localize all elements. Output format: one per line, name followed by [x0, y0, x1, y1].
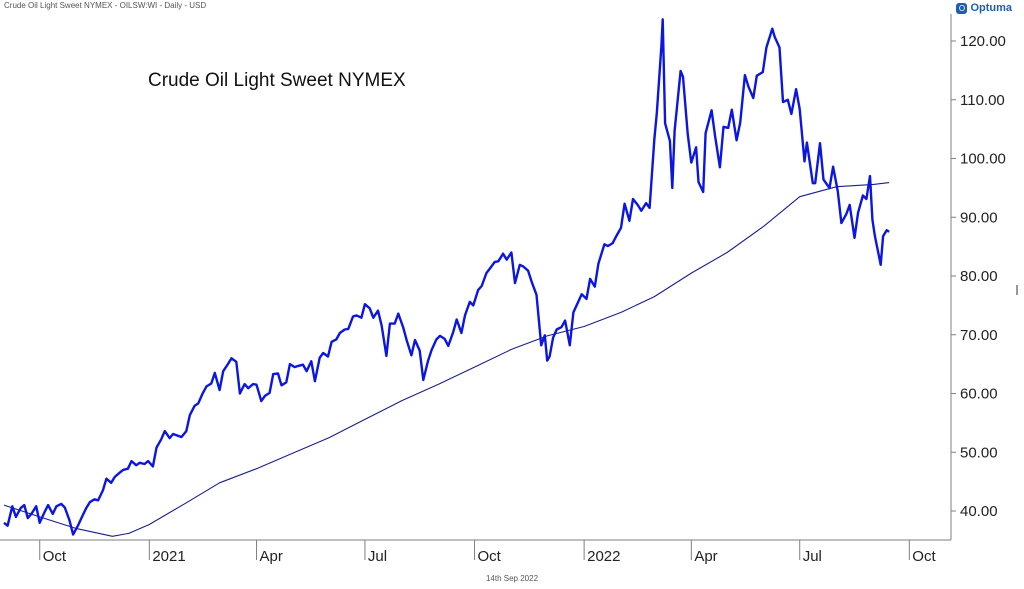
chart-title: Crude Oil Light Sweet NYMEX [148, 70, 406, 91]
price-line [3, 18, 890, 536]
footer-date: 14th Sep 2022 [485, 574, 539, 583]
moving-average-line [3, 182, 890, 537]
y-tick-label: 70.00 [960, 327, 998, 344]
x-tick-label: Jul [368, 548, 387, 565]
y-tick-label: 40.00 [960, 503, 998, 520]
y-tick-label: 60.00 [960, 386, 998, 403]
y-tick-label: 80.00 [960, 268, 998, 285]
y-tick-label: 100.00 [960, 151, 1006, 168]
y-tick-label: 110.00 [960, 92, 1005, 109]
optuma-logo-icon: O [956, 2, 968, 14]
y-tick-label: 120.00 [960, 33, 1006, 50]
x-tick-label: Oct [43, 548, 67, 565]
x-tick-label: Jul [803, 548, 822, 565]
x-tick-label: 2021 [152, 548, 185, 565]
brand-name: Optuma [970, 2, 1012, 14]
y-tick-label: 90.00 [960, 209, 998, 226]
optuma-logo: O Optuma [956, 2, 1012, 14]
x-tick-label: Apr [260, 548, 283, 565]
y-tick-label: 50.00 [960, 444, 998, 461]
x-tick-label: Oct [912, 548, 936, 565]
x-tick-label: Apr [694, 548, 717, 565]
x-tick-label: Oct [478, 548, 502, 565]
x-tick-label: 2022 [587, 548, 620, 565]
chart-info-header: Crude Oil Light Sweet NYMEX - OILSW:WI -… [4, 1, 207, 10]
